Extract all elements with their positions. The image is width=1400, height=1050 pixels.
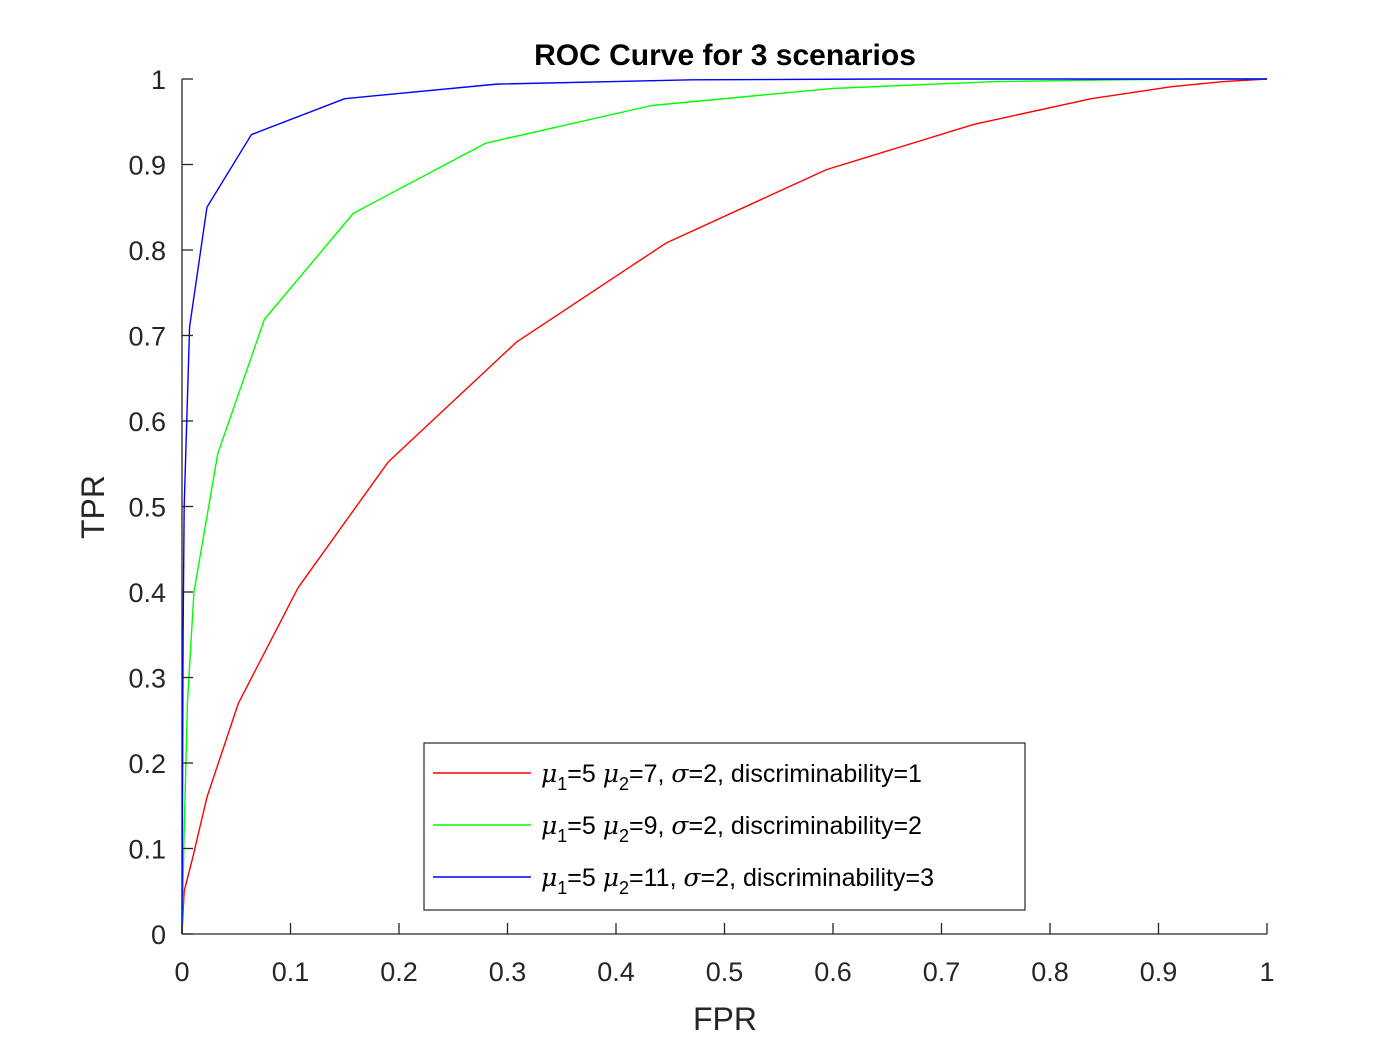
legend-entry-1: μ1=5 μ2=7, σ=2, discriminability=1 <box>541 759 922 794</box>
legend-entry-3: μ1=5 μ2=11, σ=2, discriminability=3 <box>541 863 934 898</box>
x-tick-label: 0.8 <box>1031 957 1069 987</box>
y-tick-label: 0 <box>151 920 166 950</box>
series-line-3 <box>181 78 1267 935</box>
y-tick-label: 0.7 <box>128 322 166 352</box>
y-tick-label: 0.3 <box>128 664 166 694</box>
series-layer <box>181 78 1268 935</box>
x-tick-label: 0.7 <box>923 957 961 987</box>
y-tick-label: 0.9 <box>128 151 166 181</box>
y-tick-label: 0.2 <box>128 749 166 779</box>
y-tick-label: 0.1 <box>128 835 166 865</box>
x-tick-label: 0 <box>174 957 189 987</box>
y-tick-label: 1 <box>151 65 166 95</box>
x-axis-label: FPR <box>693 1001 757 1037</box>
x-tick-label: 0.4 <box>597 957 635 987</box>
x-tick-label: 1 <box>1259 957 1274 987</box>
y-tick-label: 0.6 <box>128 407 166 437</box>
x-tick-label: 0.6 <box>814 957 852 987</box>
x-tick-label: 0.5 <box>706 957 744 987</box>
tick-layer: 0 0.1 0.2 0.3 0.4 0.5 0.6 0.7 0.8 0.9 1 0 0.1 0.2 0.3 0… <box>128 65 1274 987</box>
x-tick-label: 0.1 <box>272 957 310 987</box>
y-tick-label: 0.8 <box>128 236 166 266</box>
y-tick-label: 0.5 <box>128 493 166 523</box>
chart-title: ROC Curve for 3 scenarios <box>534 39 916 72</box>
x-tick-label: 0.9 <box>1140 957 1178 987</box>
y-tick-label: 0.4 <box>128 578 166 608</box>
legend-entry-2: μ1=5 μ2=9, σ=2, discriminability=2 <box>541 811 922 846</box>
legend-box <box>423 742 1026 911</box>
series-line-1 <box>181 78 1268 935</box>
x-tick-label: 0.3 <box>489 957 527 987</box>
y-axis-label: TPR <box>75 475 111 539</box>
x-tick-label: 0.2 <box>380 957 418 987</box>
legend: μ1=5 μ2=7, σ=2, discriminability=1 μ1=5 μ… <box>423 742 1026 911</box>
series-line-2 <box>181 78 1267 935</box>
